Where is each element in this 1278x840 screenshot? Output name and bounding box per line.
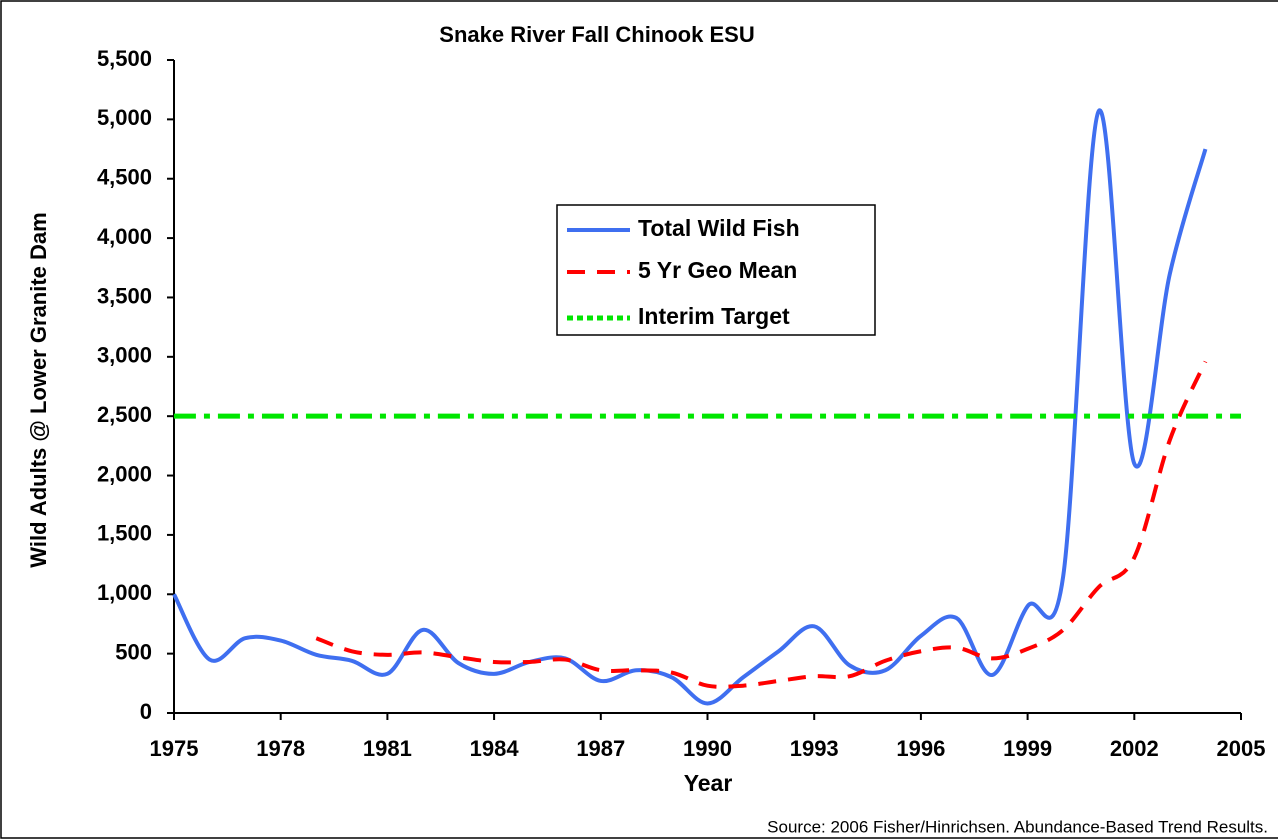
chart-title: Snake River Fall Chinook ESU — [439, 22, 754, 47]
legend-label: Total Wild Fish — [638, 215, 800, 241]
x-axis-label: Year — [684, 770, 733, 796]
x-tick-label: 1978 — [256, 736, 305, 761]
y-tick-label: 5,500 — [97, 46, 152, 71]
y-tick-label: 4,500 — [97, 165, 152, 190]
x-tick-label: 1975 — [150, 736, 199, 761]
x-tick-label: 2002 — [1110, 736, 1159, 761]
x-tick-label: 1999 — [1003, 736, 1052, 761]
y-tick-label: 2,000 — [97, 461, 152, 486]
y-tick-label: 1,500 — [97, 521, 152, 546]
source-note: Source: 2006 Fisher/Hinrichsen. Abundanc… — [767, 817, 1268, 836]
legend-label: Interim Target — [638, 303, 790, 329]
x-tick-label: 1987 — [576, 736, 625, 761]
series-line — [172, 108, 1208, 706]
y-axis-label: Wild Adults @ Lower Granite Dam — [26, 212, 51, 567]
y-tick-label: 0 — [140, 699, 152, 724]
legend-label: 5 Yr Geo Mean — [638, 257, 797, 283]
x-tick-label: 2005 — [1217, 736, 1266, 761]
y-tick-label: 500 — [115, 639, 152, 664]
y-tick-label: 4,000 — [97, 224, 152, 249]
y-tick-label: 5,000 — [97, 105, 152, 130]
series-line — [315, 360, 1208, 689]
x-tick-label: 1981 — [363, 736, 412, 761]
x-tick-label: 1990 — [683, 736, 732, 761]
y-tick-label: 2,500 — [97, 402, 152, 427]
x-tick-label: 1984 — [470, 736, 520, 761]
x-tick-label: 1996 — [896, 736, 945, 761]
y-tick-label: 1,000 — [97, 580, 152, 605]
x-tick-label: 1993 — [790, 736, 839, 761]
y-tick-label: 3,000 — [97, 343, 152, 368]
y-tick-label: 3,500 — [97, 283, 152, 308]
